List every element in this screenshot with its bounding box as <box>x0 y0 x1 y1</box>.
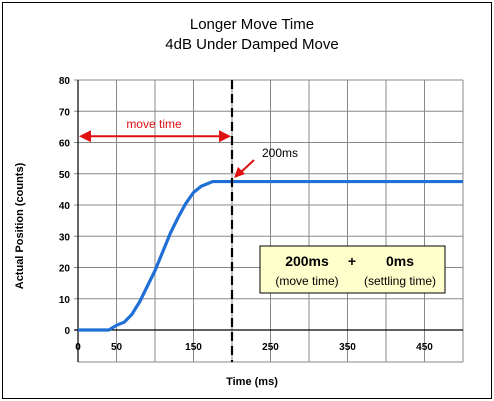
info-box-plus: + <box>348 253 356 269</box>
info-box-label-settle: (settling time) <box>364 274 436 288</box>
x-tick-label: 350 <box>339 342 356 353</box>
info-box: 200ms + 0ms (move time) (settling time) <box>259 245 446 294</box>
grid-layer <box>74 79 464 363</box>
x-tick-label: 50 <box>111 342 123 353</box>
move-time-label: move time <box>126 117 182 131</box>
chart-title-line-2: 4dB Under Damped Move <box>165 36 338 53</box>
series-line <box>78 179 463 332</box>
move-time-arrow-head-right <box>219 130 231 143</box>
y-tick-label: 30 <box>59 232 71 243</box>
annotation-layer: move time 200ms <box>79 117 298 178</box>
y-tick-label: 10 <box>59 295 71 306</box>
x-tick-label: 250 <box>262 342 279 353</box>
arrow-200ms-label: 200ms <box>262 146 298 160</box>
info-box-value-move: 200ms <box>285 253 329 269</box>
tick-labels: 0 10 20 30 40 50 60 70 80 0 50 150 250 350 450 <box>59 76 433 353</box>
info-box-label-move: (move time) <box>275 274 338 288</box>
y-tick-label: 80 <box>59 76 71 87</box>
x-tick-label: 450 <box>416 342 433 353</box>
info-box-value-settle: 0ms <box>386 253 414 269</box>
chart-title-line-1: Longer Move Time <box>190 16 314 33</box>
y-tick-label: 20 <box>59 264 71 275</box>
move-time-arrow-head-left <box>79 130 91 143</box>
y-tick-label: 50 <box>59 170 71 181</box>
pointer-arrow-head <box>234 167 245 178</box>
pointer-arrow-shaft <box>239 159 255 174</box>
series-layer <box>78 80 463 362</box>
y-tick-label: 70 <box>59 107 71 118</box>
y-tick-label: 60 <box>59 139 71 150</box>
x-axis-label: Time (ms) <box>226 376 278 388</box>
info-box-background <box>259 245 446 294</box>
x-tick-label: 150 <box>185 342 202 353</box>
y-tick-label: 0 <box>64 326 70 337</box>
x-tick-label: 0 <box>75 342 81 353</box>
y-axis-label: Actual Position (counts) <box>14 162 26 289</box>
y-tick-label: 40 <box>59 201 71 212</box>
